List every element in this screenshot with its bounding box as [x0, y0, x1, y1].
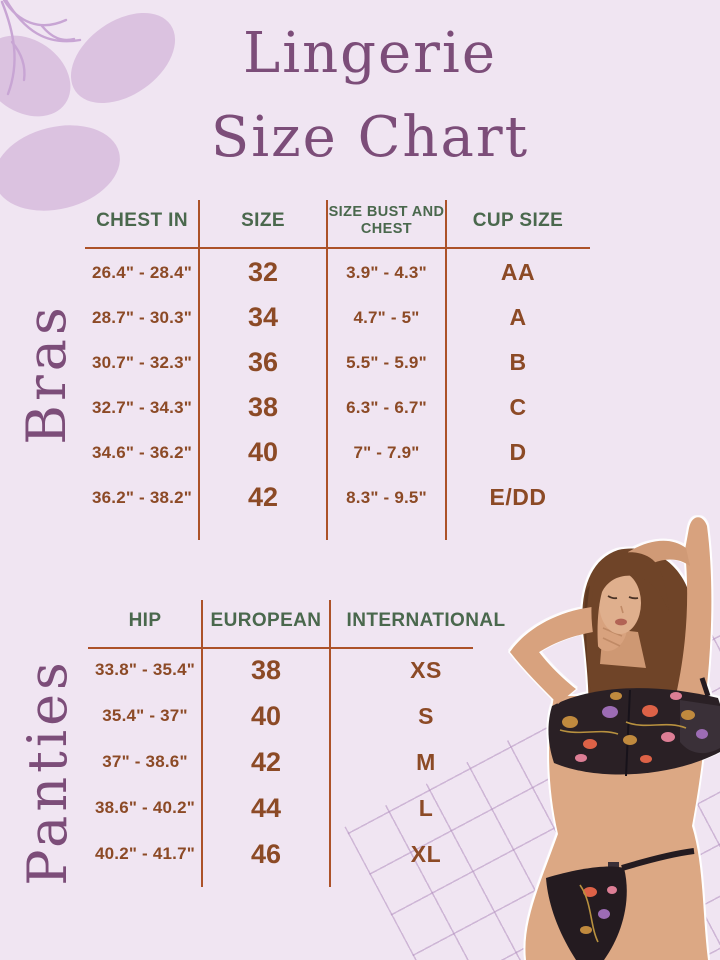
panties-size-table: HIP EUROPEAN INTERNATIONAL 33.8" - 35.4"… [88, 595, 522, 891]
bras-table-row: 36.2" - 38.2" 42 8.3" - 9.5" E/DD [85, 475, 590, 520]
chest-in-value: 32.7" - 34.3" [91, 397, 192, 417]
band-size-value: 40 [247, 437, 279, 467]
bras-section-label: Bras [15, 303, 78, 445]
panties-col-header-international: INTERNATIONAL [346, 610, 506, 631]
title-line-1: Lingerie [243, 21, 497, 86]
international-size-value: XS [410, 656, 442, 683]
panties-section-label: Panties [16, 658, 79, 886]
european-size-value: 42 [250, 746, 282, 777]
hip-range-value: 40.2" - 41.7" [94, 844, 195, 863]
model-panties [546, 848, 695, 960]
cup-size-value: A [509, 304, 527, 330]
lingerie-model-photo [510, 517, 720, 960]
bras-table-row: 28.7" - 30.3" 34 4.7" - 5" A [85, 295, 590, 340]
model-bra [548, 677, 720, 777]
international-size-value: XL [410, 840, 442, 867]
panties-column-divider-1 [201, 600, 203, 887]
cup-size-value: E/DD [489, 484, 547, 510]
chest-in-value: 30.7" - 32.3" [91, 352, 192, 372]
chest-in-value: 26.4" - 28.4" [91, 262, 192, 282]
panties-table-row: 37" - 38.6" 42 M [88, 739, 522, 785]
international-size-value: S [418, 702, 434, 729]
bras-table-row: 32.7" - 34.3" 38 6.3" - 6.7" C [85, 385, 590, 430]
panties-table-header: HIP EUROPEAN INTERNATIONAL [88, 595, 522, 647]
bras-table-header: CHEST IN SIZE SIZE BUST AND CHEST CUP SI… [85, 195, 590, 247]
european-size-value: 46 [250, 838, 282, 869]
bras-table-row: 34.6" - 36.2" 40 7" - 7.9" D [85, 430, 590, 475]
bras-col-header-cup-size: CUP SIZE [472, 210, 564, 231]
chest-in-value: 28.7" - 30.3" [91, 307, 192, 327]
panties-table-row: 33.8" - 35.4" 38 XS [88, 647, 522, 693]
panties-header-divider [88, 647, 473, 649]
european-size-value: 40 [250, 700, 282, 731]
bras-table-row: 26.4" - 28.4" 32 3.9" - 4.3" AA [85, 250, 590, 295]
hip-range-value: 38.6" - 40.2" [94, 798, 195, 817]
panties-table-row: 40.2" - 41.7" 46 XL [88, 831, 522, 877]
bust-range-value: 6.3" - 6.7" [346, 397, 427, 417]
european-size-value: 44 [250, 792, 282, 823]
hip-range-value: 35.4" - 37" [102, 706, 188, 725]
bras-col-header-size: SIZE [241, 210, 285, 231]
band-size-value: 32 [247, 257, 279, 287]
panties-column-divider-2 [329, 600, 331, 887]
bust-range-value: 4.7" - 5" [353, 307, 420, 327]
panties-col-header-european: EUROPEAN [210, 610, 322, 631]
band-size-value: 38 [247, 392, 279, 422]
chest-in-value: 34.6" - 36.2" [91, 442, 192, 462]
cup-size-value: C [509, 394, 527, 420]
bras-col-header-chest-in: CHEST IN [96, 210, 188, 231]
band-size-value: 36 [247, 347, 279, 377]
bust-range-value: 7" - 7.9" [353, 442, 420, 462]
cup-size-value: AA [500, 259, 536, 285]
cup-size-value: D [509, 439, 527, 465]
page-title: Lingerie Size Chart [20, 12, 720, 180]
hip-range-value: 33.8" - 35.4" [94, 660, 195, 679]
bust-range-value: 3.9" - 4.3" [346, 262, 427, 282]
bras-header-divider [85, 247, 590, 249]
leaf-blob-decoration-icon [0, 0, 176, 211]
bra-floral-embroidery [559, 692, 708, 763]
panties-col-header-hip: HIP [128, 610, 162, 631]
bras-col-header-size-bust-and-chest: SIZE BUST AND CHEST [328, 203, 445, 237]
model-hair-front [591, 552, 669, 662]
bust-range-value: 5.5" - 5.9" [346, 352, 427, 372]
international-size-value: L [418, 794, 434, 821]
bras-size-table: CHEST IN SIZE SIZE BUST AND CHEST CUP SI… [85, 195, 590, 545]
bras-column-divider-3 [445, 200, 447, 540]
international-size-value: M [416, 748, 436, 775]
band-size-value: 34 [247, 302, 279, 332]
bras-column-divider-1 [198, 200, 200, 540]
model-face [599, 572, 641, 634]
hip-range-value: 37" - 38.6" [102, 752, 188, 771]
european-size-value: 38 [250, 654, 282, 685]
title-line-2: Size Chart [210, 105, 530, 170]
bust-range-value: 8.3" - 9.5" [346, 487, 427, 507]
cup-size-value: B [509, 349, 527, 375]
bras-column-divider-2 [326, 200, 328, 540]
panties-floral-embroidery [579, 884, 617, 943]
panties-table-row: 38.6" - 40.2" 44 L [88, 785, 522, 831]
bras-table-row: 30.7" - 32.3" 36 5.5" - 5.9" B [85, 340, 590, 385]
panties-table-row: 35.4" - 37" 40 S [88, 693, 522, 739]
chest-in-value: 36.2" - 38.2" [91, 487, 192, 507]
band-size-value: 42 [247, 482, 279, 512]
